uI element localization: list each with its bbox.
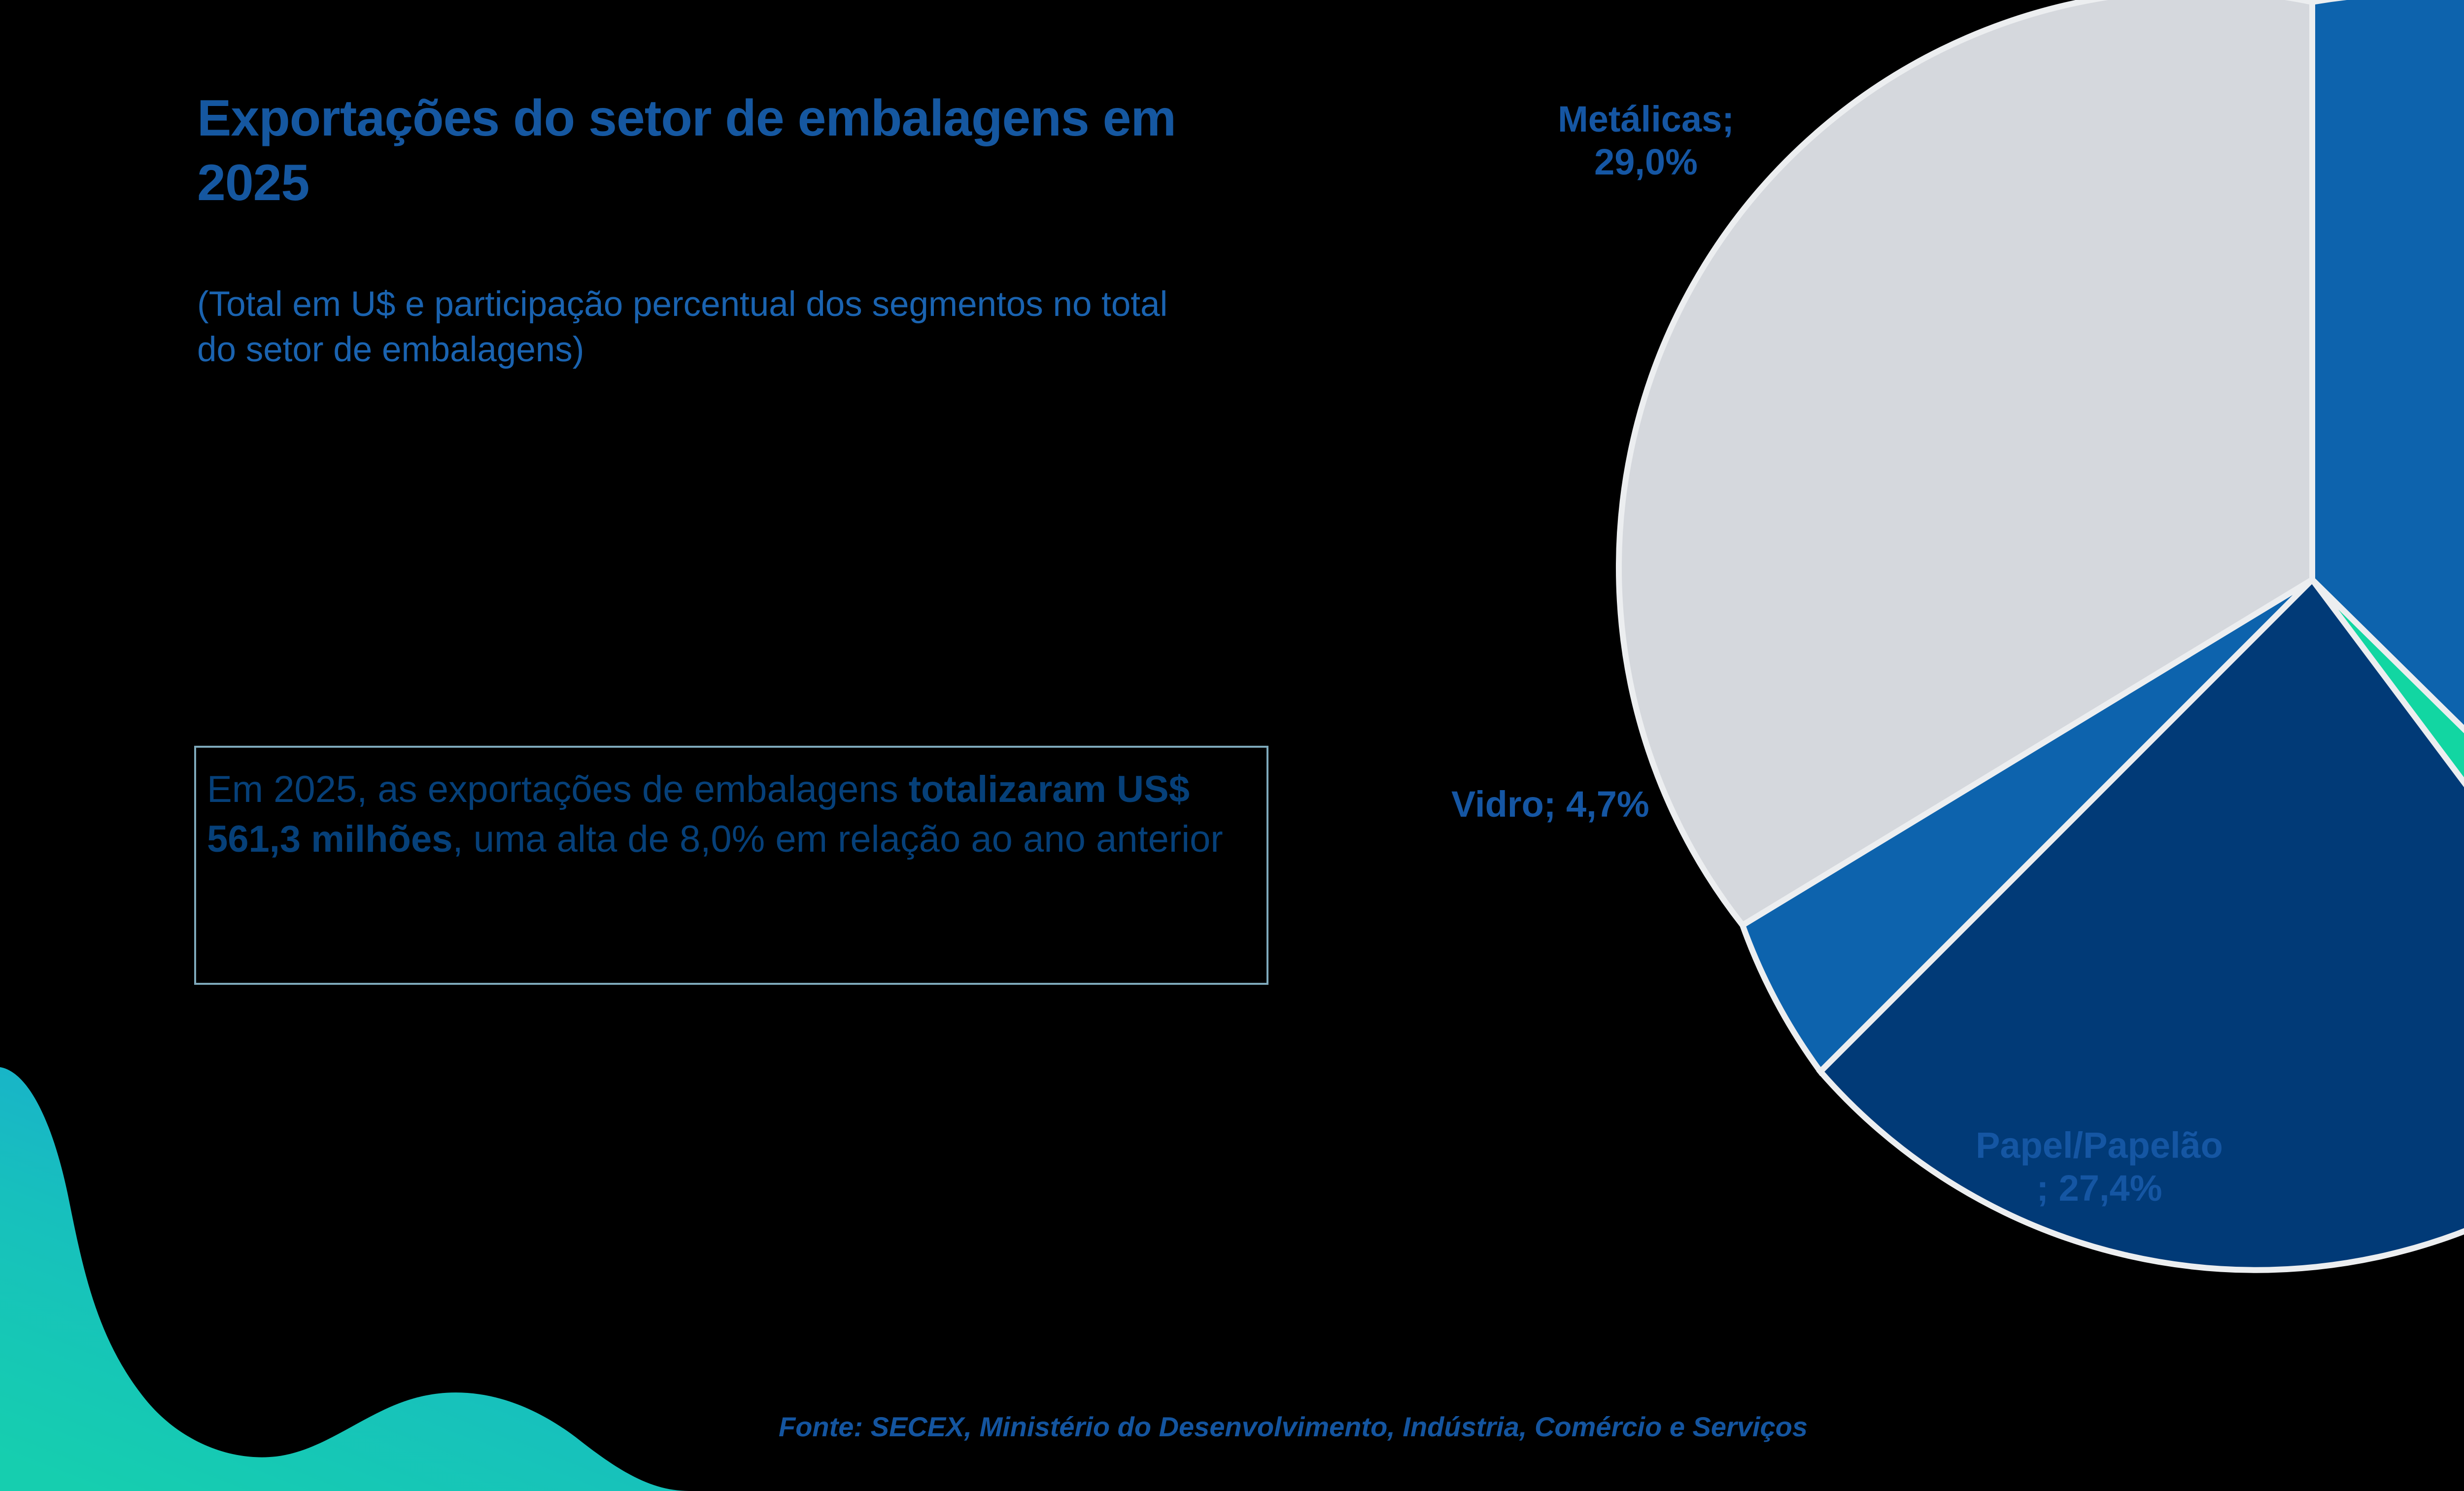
- pie-slice-vidro[interactable]: [1739, 577, 2315, 1076]
- pie-slice-plastico[interactable]: [2309, 0, 2464, 1027]
- highlight-suffix: , uma alta de 8,0% em relação ao ano ant…: [452, 818, 1223, 861]
- highlight-callout-box: Em 2025, as exportações de embalagens to…: [194, 746, 1268, 985]
- page-title: Exportações do setor de embalagens em 20…: [197, 90, 1176, 212]
- pie-slice-papel-papelao[interactable]: [1816, 575, 2464, 1273]
- pie-slices: [1616, 0, 2464, 1273]
- source-note: Fonte: SECEX, Ministério do Desenvolvime…: [779, 1411, 1808, 1442]
- highlight-bold-value: totalizaram US$ 561,3 milhões: [207, 768, 1190, 861]
- left-text-panel: Exportações do setor de embalagens em 20…: [194, 90, 1808, 1442]
- highlight-prefix: Em 2025, as exportações de embalagens: [207, 768, 909, 810]
- chart-subtitle: (Total em U$ e participação percentual d…: [197, 285, 1168, 370]
- highlight-text: Em 2025, as exportações de embalagens to…: [207, 764, 1247, 864]
- pie-slice-metalicas[interactable]: [1616, 0, 2315, 929]
- pie-label-vidro: Vidro; 4,7%: [1451, 784, 1649, 825]
- pie-label-metalicas: Metálicas; 29,0%: [1558, 99, 1734, 183]
- pie-chart: Metálicas; 29,0% Plástico; 35,6% Madeira…: [1355, 0, 2464, 1491]
- pie-label-papel-papelao: Papel/Papelão ; 27,4%: [1976, 1125, 2223, 1209]
- pie-svg: [1616, 0, 2464, 1273]
